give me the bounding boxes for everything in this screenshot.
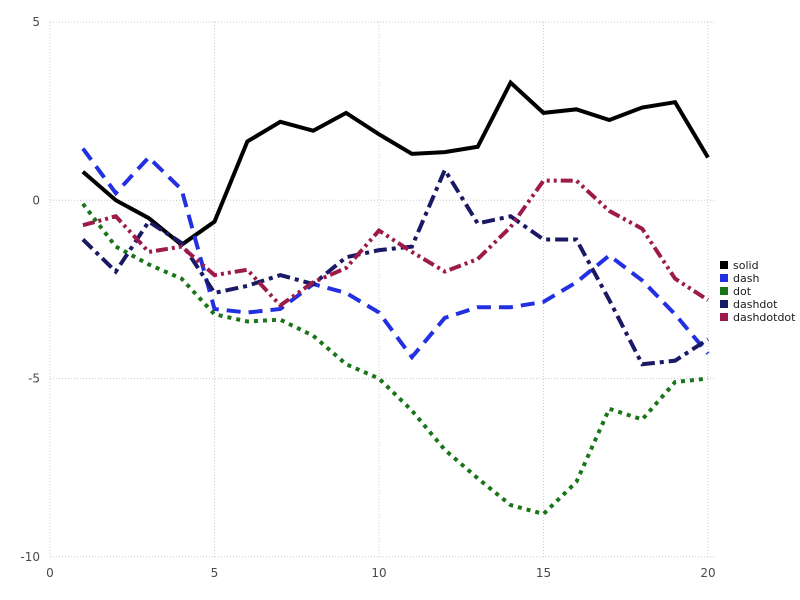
legend-item-dashdotdot: dashdotdot [720, 311, 796, 324]
legend-swatch-dot [720, 287, 728, 295]
series-line-dot [81, 202, 709, 517]
legend-swatch-solid [720, 261, 728, 269]
legend-label: dashdot [733, 298, 778, 311]
legend-item-dot: dot [720, 285, 752, 298]
y-tick-label: 5 [32, 15, 40, 29]
y-tick-label: -5 [28, 372, 40, 386]
x-tick-label: 15 [536, 566, 551, 580]
series-line-dashdotdot [82, 178, 710, 309]
legend-item-solid: solid [720, 259, 759, 272]
x-tick-label: 20 [700, 566, 715, 580]
legend-label: dot [733, 285, 752, 298]
legend-swatch-dashdot [720, 300, 728, 308]
grid [49, 21, 716, 558]
series-line-dashdot [81, 165, 710, 367]
legend-item-dashdot: dashdot [720, 298, 778, 311]
legend-item-dash: dash [720, 272, 759, 285]
legend-swatch-dashdotdot [720, 313, 728, 321]
legend-label: dash [733, 272, 759, 285]
series-line-dash [81, 147, 710, 361]
x-tick-label: 10 [371, 566, 386, 580]
legend-swatch-dash [720, 274, 728, 282]
series-line-solid [81, 79, 710, 248]
x-tick-label: 5 [211, 566, 219, 580]
y-tick-label: -10 [20, 550, 40, 564]
x-tick-label: 0 [46, 566, 54, 580]
axis-tick-labels: 0 5 10 15 20 5 0 -5 -10 [20, 15, 715, 580]
legend-label: solid [733, 259, 759, 272]
y-tick-label: 0 [32, 193, 40, 207]
legend-label: dashdotdot [733, 311, 796, 324]
